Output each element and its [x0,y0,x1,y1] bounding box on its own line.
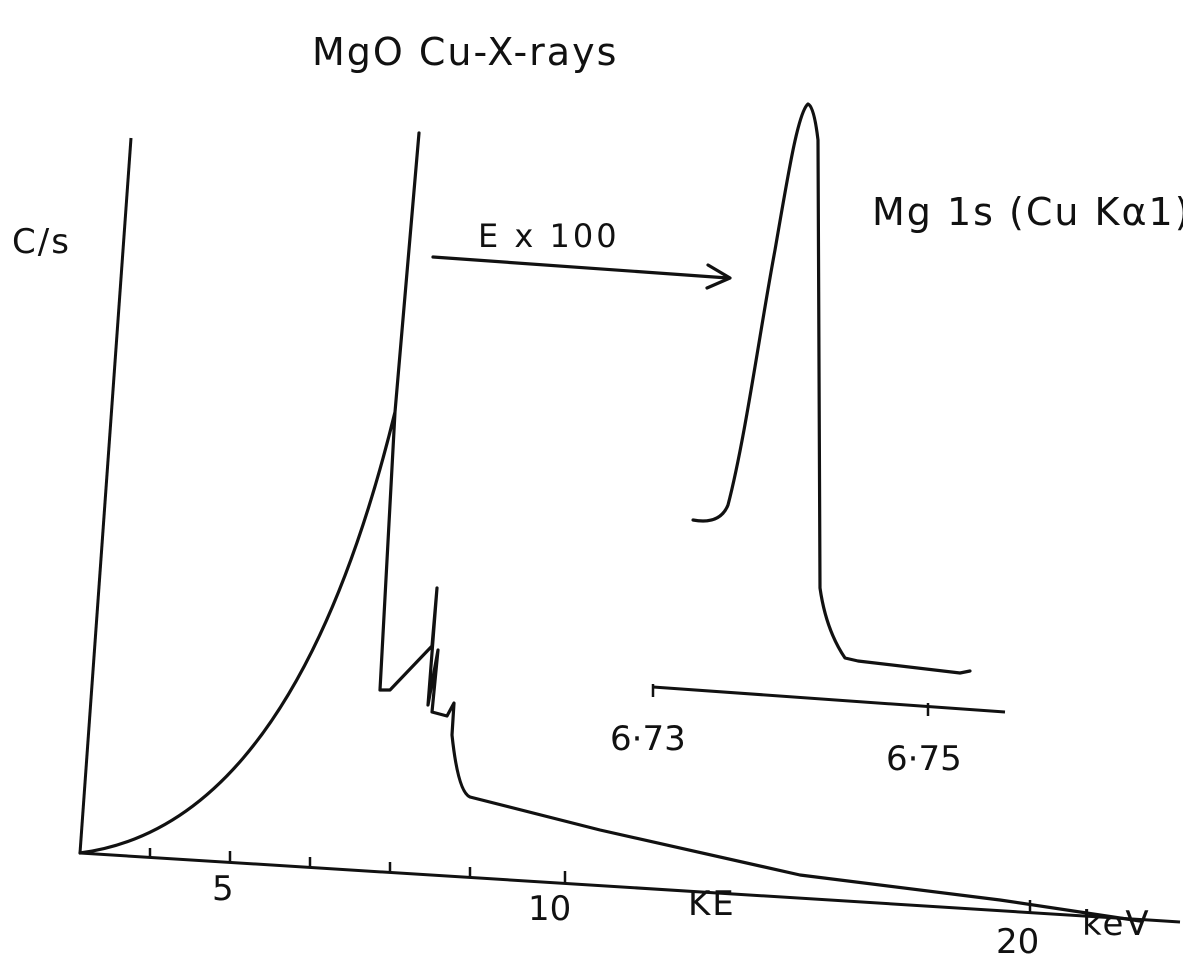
y-axis-label: C/s [12,222,71,262]
x-tick-label: 5 [212,869,234,909]
inset-x-axis [652,685,1006,714]
chart-title: MgO Cu-X-rays [312,30,618,74]
x-axis-label: KE [688,884,736,924]
inset-x-tick-label: 6·75 [886,739,962,779]
magnification-arrow [431,255,730,280]
x-axis-unit: keV [1082,904,1151,944]
inset-title: Mg 1s (Cu Kα1) [872,190,1183,234]
x-tick-label: 20 [996,922,1039,962]
y-axis [78,137,133,854]
x-axis [79,851,1181,924]
x-tick-label: 10 [528,889,571,929]
magnification-arrowhead [705,263,732,290]
series-line-main [78,131,1142,923]
series-line-inset [691,102,972,675]
magnification-label: E x 100 [478,217,620,255]
inset-x-tick-label: 6·73 [610,719,686,759]
